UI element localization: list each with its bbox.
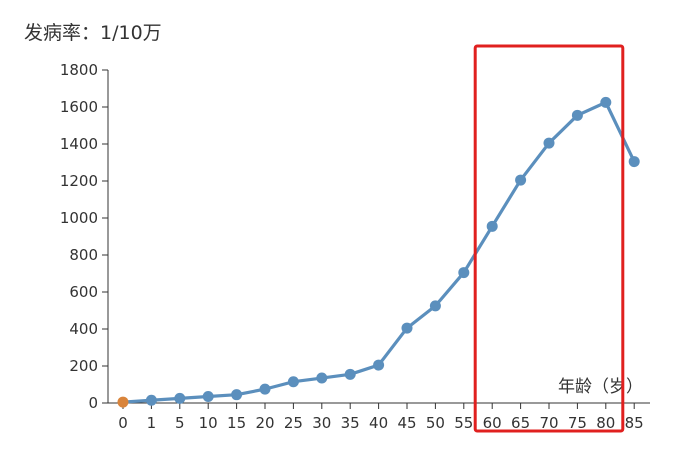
- x-tick-label: 1: [147, 414, 157, 432]
- x-tick-label: 25: [284, 414, 303, 432]
- x-tick-label: 5: [175, 414, 185, 432]
- data-point: [259, 383, 271, 395]
- x-tick-label: 10: [199, 414, 218, 432]
- y-axis-label: 发病率：1/10万: [24, 22, 162, 44]
- y-tick-label: 1800: [60, 61, 98, 79]
- y-tick-label: 400: [69, 320, 98, 338]
- data-point: [543, 137, 555, 149]
- data-point: [429, 300, 441, 312]
- data-point: [287, 376, 299, 388]
- x-tick-label: 40: [369, 414, 388, 432]
- y-tick-label: 800: [69, 246, 98, 264]
- y-tick-label: 1000: [60, 209, 98, 227]
- x-tick-label: 0: [118, 414, 128, 432]
- x-tick-label: 80: [596, 414, 615, 432]
- data-point: [316, 372, 328, 384]
- y-tick-label: 0: [88, 394, 98, 412]
- data-point: [486, 220, 498, 232]
- x-tick-label: 60: [483, 414, 502, 432]
- x-tick-label: 55: [454, 414, 473, 432]
- data-point: [117, 396, 129, 408]
- data-point: [174, 392, 186, 404]
- x-tick-label: 70: [539, 414, 558, 432]
- data-point: [231, 389, 243, 401]
- x-tick-label: 85: [625, 414, 644, 432]
- x-tick-label: 15: [227, 414, 246, 432]
- data-point: [401, 322, 413, 334]
- y-tick-label: 1200: [60, 172, 98, 190]
- x-tick-label: 45: [397, 414, 416, 432]
- data-point: [628, 156, 640, 168]
- data-point: [373, 359, 385, 371]
- highlight-box: [473, 44, 625, 433]
- x-tick-label: 20: [255, 414, 274, 432]
- y-tick-label: 200: [69, 357, 98, 375]
- data-point: [458, 267, 470, 279]
- y-tick-label: 1600: [60, 98, 98, 116]
- y-tick-label: 600: [69, 283, 98, 301]
- x-tick-label: 30: [312, 414, 331, 432]
- x-tick-label: 75: [568, 414, 587, 432]
- series-line: [121, 100, 636, 404]
- data-point: [515, 174, 527, 186]
- x-tick-label: 35: [341, 414, 360, 432]
- data-point: [202, 391, 214, 403]
- data-point: [600, 96, 612, 108]
- data-point: [571, 109, 583, 121]
- data-point: [344, 368, 356, 380]
- x-tick-label: 50: [426, 414, 445, 432]
- y-tick-label: 1400: [60, 135, 98, 153]
- data-point: [145, 394, 157, 406]
- x-tick-label: 65: [511, 414, 530, 432]
